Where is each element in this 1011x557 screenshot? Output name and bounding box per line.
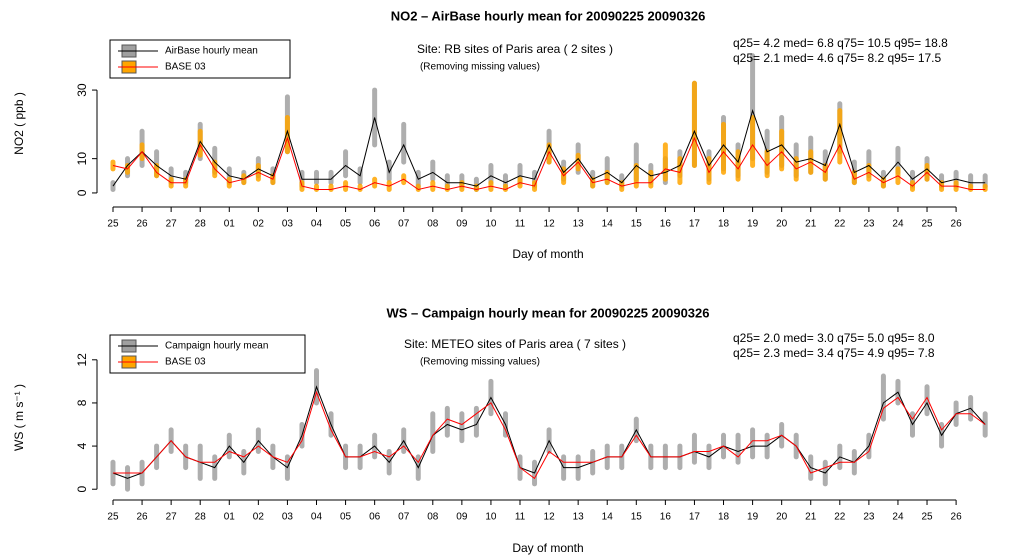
x-tick-label: 07 xyxy=(398,512,410,523)
legend-label: AirBase hourly mean xyxy=(165,46,258,57)
x-tick-label: 18 xyxy=(718,512,730,523)
series-line xyxy=(112,136,986,191)
x-tick-label: 13 xyxy=(573,219,585,230)
x-tick-label: 14 xyxy=(602,512,614,523)
site-text: Site: METEO sites of Paris area ( 7 site… xyxy=(404,337,626,351)
x-tick-label: 12 xyxy=(544,512,556,523)
x-tick-label: 12 xyxy=(544,219,556,230)
x-tick-label: 17 xyxy=(689,219,701,230)
legend-label: BASE 03 xyxy=(165,62,206,73)
x-tick-label: 08 xyxy=(427,512,439,523)
y-tick-label: 10 xyxy=(75,152,89,166)
x-tick-label: 14 xyxy=(602,219,614,230)
x-tick-label: 28 xyxy=(195,512,207,523)
x-tick-label: 05 xyxy=(340,219,352,230)
x-tick-label: 23 xyxy=(863,219,875,230)
stats-text: q25= 2.0 med= 3.0 q75= 5.0 q95= 8.0 xyxy=(733,331,935,345)
x-tick-label: 08 xyxy=(427,219,439,230)
x-tick-label: 22 xyxy=(834,219,846,230)
x-tick-label: 24 xyxy=(892,512,904,523)
y-tick-label: 0 xyxy=(75,486,89,493)
stats-text: q25= 2.3 med= 3.4 q75= 4.9 q95= 7.8 xyxy=(733,346,935,360)
legend-box xyxy=(109,334,306,374)
site-text: Site: RB sites of Paris area ( 2 sites ) xyxy=(417,42,613,56)
x-tick-label: 01 xyxy=(224,512,236,523)
chart-title: WS – Campaign hourly mean for 20090225 2… xyxy=(387,305,710,320)
x-axis-label: Day of month xyxy=(512,247,583,261)
x-tick-label: 16 xyxy=(660,512,672,523)
x-tick-label: 04 xyxy=(311,512,323,523)
x-tick-label: 26 xyxy=(951,219,963,230)
y-tick-label: 8 xyxy=(75,399,89,406)
x-tick-label: 11 xyxy=(515,219,526,230)
x-tick-label: 07 xyxy=(398,219,410,230)
x-tick-label: 27 xyxy=(166,219,178,230)
x-tick-label: 25 xyxy=(921,512,933,523)
x-tick-label: 24 xyxy=(892,219,904,230)
x-tick-label: 25 xyxy=(921,219,933,230)
x-tick-label: 26 xyxy=(137,512,149,523)
x-tick-label: 15 xyxy=(631,512,643,523)
x-tick-label: 01 xyxy=(224,219,236,230)
y-tick-label: 0 xyxy=(75,189,89,196)
x-tick-label: 28 xyxy=(195,219,207,230)
x-tick-label: 25 xyxy=(107,219,119,230)
x-tick-label: 26 xyxy=(137,219,149,230)
x-tick-label: 05 xyxy=(340,512,352,523)
x-tick-label: 19 xyxy=(747,512,759,523)
x-tick-label: 02 xyxy=(253,512,265,523)
x-tick-label: 10 xyxy=(485,219,497,230)
x-tick-label: 16 xyxy=(660,219,672,230)
x-tick-label: 11 xyxy=(515,512,526,523)
x-tick-label: 20 xyxy=(776,512,788,523)
x-tick-label: 23 xyxy=(863,512,875,523)
stats-text: q25= 4.2 med= 6.8 q75= 10.5 q95= 18.8 xyxy=(733,36,948,50)
x-tick-label: 27 xyxy=(166,512,178,523)
x-tick-label: 19 xyxy=(747,219,759,230)
series-line xyxy=(112,385,986,479)
x-axis-label: Day of month xyxy=(512,541,583,555)
x-tick-label: 09 xyxy=(456,512,468,523)
x-tick-label: 26 xyxy=(951,512,963,523)
y-tick-label: 4 xyxy=(75,442,89,449)
x-tick-label: 10 xyxy=(485,512,497,523)
x-tick-label: 04 xyxy=(311,219,323,230)
x-tick-label: 20 xyxy=(776,219,788,230)
note-text: (Removing missing values) xyxy=(420,357,540,368)
stats-text: q25= 2.1 med= 4.6 q75= 8.2 q95= 17.5 xyxy=(733,51,942,65)
x-tick-label: 06 xyxy=(369,512,381,523)
x-tick-label: 09 xyxy=(456,219,468,230)
chart-title: NO2 – AirBase hourly mean for 20090225 2… xyxy=(391,8,706,23)
x-tick-label: 21 xyxy=(805,512,817,523)
y-axis-label: WS ( m s⁻¹ ) xyxy=(12,384,26,451)
x-tick-label: 06 xyxy=(369,219,381,230)
x-tick-label: 03 xyxy=(282,512,294,523)
x-tick-label: 15 xyxy=(631,219,643,230)
x-tick-label: 13 xyxy=(573,512,585,523)
y-axis-label: NO2 ( ppb ) xyxy=(12,92,26,155)
y-tick-label: 30 xyxy=(75,83,89,97)
x-tick-label: 22 xyxy=(834,512,846,523)
legend-label: Campaign hourly mean xyxy=(165,341,268,352)
x-tick-label: 02 xyxy=(253,219,265,230)
note-text: (Removing missing values) xyxy=(420,62,540,73)
legend-box xyxy=(109,39,291,79)
x-tick-label: 17 xyxy=(689,512,701,523)
series-line xyxy=(113,390,986,480)
y-tick-label: 12 xyxy=(75,353,89,367)
x-tick-label: 03 xyxy=(282,219,294,230)
series-line xyxy=(112,108,986,187)
x-tick-label: 21 xyxy=(805,219,817,230)
legend-label: BASE 03 xyxy=(165,357,206,368)
x-tick-label: 18 xyxy=(718,219,730,230)
x-tick-label: 25 xyxy=(107,512,119,523)
